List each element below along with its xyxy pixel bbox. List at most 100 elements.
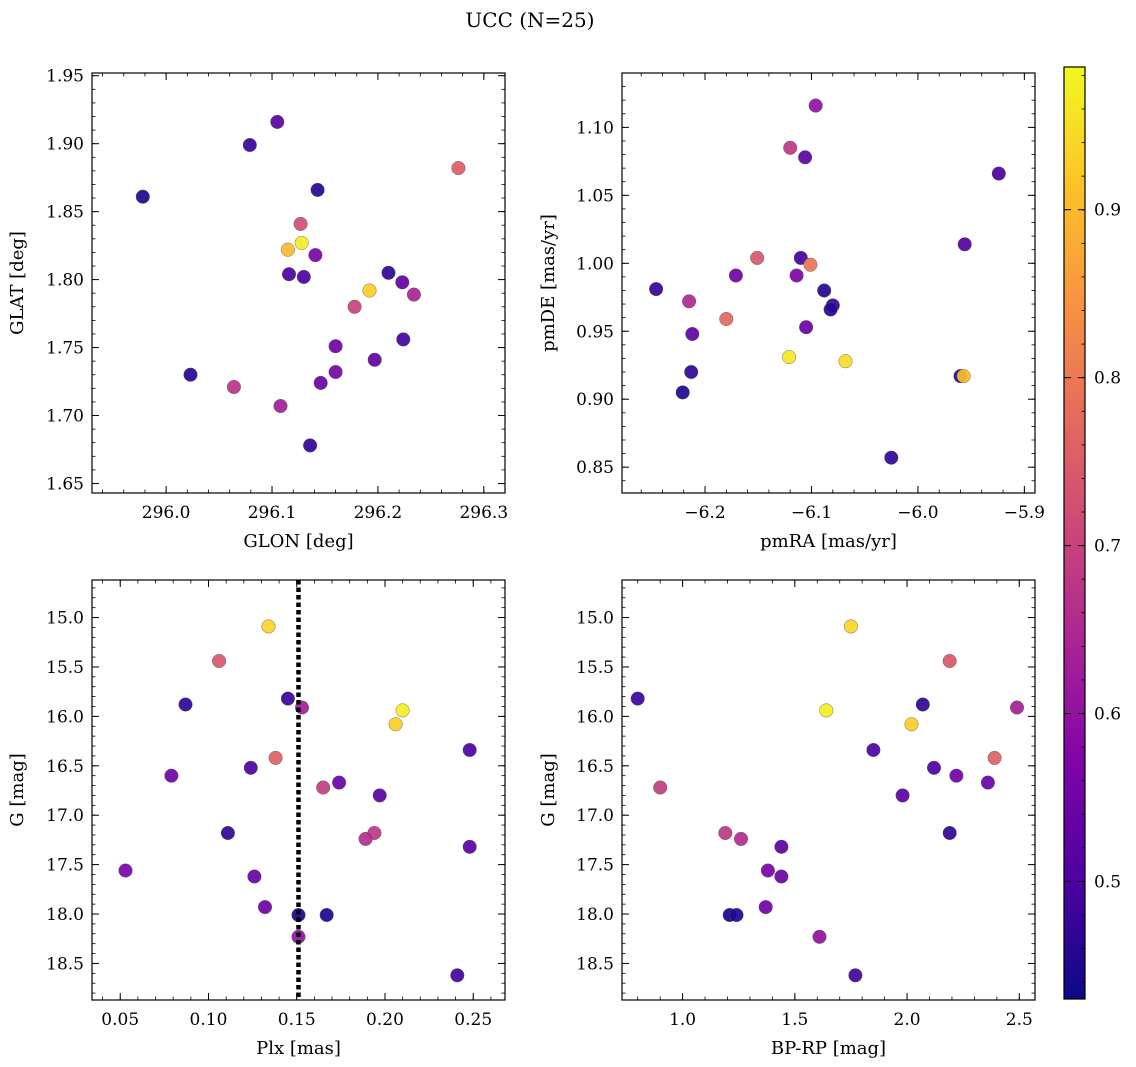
y-tick-label: 18.5 [46,954,84,974]
data-point [848,968,863,983]
data-point [280,691,295,706]
data-point [734,831,749,846]
data-point [243,760,258,775]
data-point [927,760,942,775]
data-point [372,788,387,803]
data-point [884,450,899,465]
data-point [760,863,775,878]
y-tick-label: 15.0 [576,609,614,629]
colorbar-frame [1063,66,1086,1000]
data-point [303,438,318,453]
data-point [682,294,697,309]
panel-plx-g: 0.05 0.10 0.15 0.20 0.25 15.0 15.5 16.0 16.5 17.0… [7,579,506,1059]
y-tick-label: 15.5 [46,658,84,678]
data-point [242,137,257,152]
data-point [729,908,744,923]
data-point [728,268,743,283]
x-tick-label: −6.1 [791,503,832,523]
x-tick-label: 296.1 [248,503,297,523]
y-axis-label: G [mag] [538,753,559,826]
data-point [396,332,411,347]
panel-pmra-pmde: −6.2 −6.1 −6.0 −5.9 0.85 0.90 0.95 1.00 1.05 1.10… [538,72,1045,552]
data-point [774,839,789,854]
y-tick-label: 17.5 [576,856,614,876]
colorbar-gradient [1064,67,1085,999]
data-point [395,703,410,718]
colorbar-tick-label: 0.5 [1094,872,1121,892]
ticks-plx-g: 0.05 0.10 0.15 0.20 0.25 15.0 15.5 16.0 16.5 17.0… [46,580,505,1030]
data-point [280,242,295,257]
data-point [915,697,930,712]
ticks-pmra-pmde: −6.2 −6.1 −6.0 −5.9 0.85 0.90 0.95 1.00 1.05 1.10 [576,72,1045,523]
data-point [817,283,832,298]
data-point [684,365,699,380]
data-point [649,282,664,297]
y-tick-label: 1.65 [46,474,84,494]
data-point [819,703,834,718]
x-axis-label: Plx [mas] [256,1038,341,1059]
data-point [347,299,362,314]
data-point [261,619,276,634]
x-axis-label: pmRA [mas/yr] [760,531,897,552]
data-point [942,654,957,669]
y-tick-label: 1.85 [46,203,84,223]
data-point [247,869,262,884]
data-point [293,216,308,231]
data-point [328,365,343,380]
data-point [282,267,297,282]
data-point [904,717,919,732]
y-axis-label: GLAT [deg] [7,231,28,335]
axes-frame [91,72,506,494]
axes-frame [621,579,1036,1001]
y-tick-label: 1.70 [46,407,84,427]
colorbar: 0.5 0.6 0.7 0.8 0.9 [1063,66,1121,1000]
data-point [381,265,396,280]
colorbar-tick-label: 0.6 [1094,705,1121,725]
y-tick-label: 16.0 [576,707,614,727]
x-tick-label: 2.0 [894,1010,921,1030]
data-point [957,237,972,252]
data-point [980,775,995,790]
data-point [367,352,382,367]
data-point [758,900,773,915]
x-tick-label: 0.05 [101,1010,139,1030]
y-tick-label: 1.10 [576,118,614,138]
points-bprp-g [630,619,1025,983]
data-point [782,350,797,365]
y-tick-label: 16.5 [576,757,614,777]
data-point [675,385,690,400]
data-point [395,275,410,290]
data-point [987,750,1002,765]
y-tick-label: 17.0 [46,806,84,826]
points-glon-glat [135,114,466,453]
data-point [718,826,733,841]
y-axis-label: G [mag] [7,753,28,826]
colorbar-tick-label: 0.7 [1094,537,1121,557]
data-point [653,780,668,795]
data-point [135,189,150,204]
x-axis-label: GLON [deg] [243,531,353,552]
data-point [178,697,193,712]
x-tick-label: 0.15 [278,1010,316,1030]
data-point [823,302,838,317]
data-point [793,250,808,265]
data-point [843,619,858,634]
data-point [750,250,765,265]
data-point [803,257,818,272]
y-tick-label: 1.80 [46,271,84,291]
axes-frame [91,579,506,1001]
panels: 296.0 296.1 296.2 296.3 1.65 1.70 1.75 1.80 1.85… [7,67,1045,1059]
data-point [1010,700,1025,715]
y-tick-label: 0.95 [576,322,614,342]
y-tick-label: 0.90 [576,390,614,410]
data-point [949,768,964,783]
data-point [268,750,283,765]
data-point [220,826,235,841]
y-tick-label: 0.85 [576,458,614,478]
data-point [838,354,853,369]
data-point [270,114,285,129]
panel-bprp-g: 1.0 1.5 2.0 2.5 15.0 15.5 16.0 16.5 17.0 17.5 18.0… [538,579,1036,1059]
data-point [774,869,789,884]
y-axis-label: pmDE [mas/yr] [538,214,559,352]
x-tick-label: 1.0 [669,1010,696,1030]
